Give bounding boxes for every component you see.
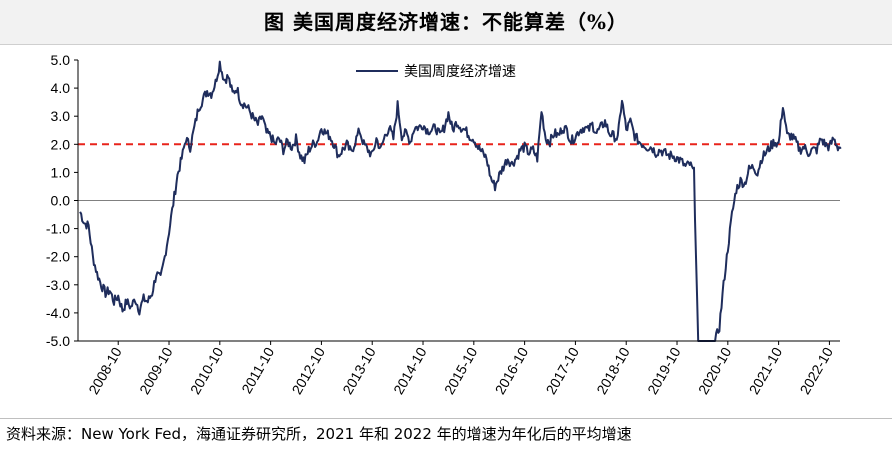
source-note: 资料来源：New York Fed，海通证券研究所，2021 年和 2022 年…	[6, 425, 632, 443]
y-tick-label: -2.0	[46, 249, 70, 265]
series-line	[79, 60, 842, 342]
y-tick-label: -4.0	[46, 305, 70, 321]
y-tick-label: 4.0	[51, 80, 71, 96]
x-tick-label: 2011-10	[238, 344, 277, 396]
x-tick-label: 2015-10	[441, 344, 481, 397]
y-tick-label: 3.0	[51, 108, 71, 124]
x-tick-label: 2014-10	[390, 344, 430, 397]
y-tick-label: -1.0	[46, 221, 70, 237]
x-tick-label: 2012-10	[288, 344, 328, 397]
x-axis: 2008-10 2009-10 2010-10 2011-10 2012-10 2013-…	[78, 340, 840, 397]
series-layer	[79, 60, 842, 342]
y-tick-label: 2.0	[51, 136, 71, 152]
legend-label: 美国周度经济增速	[404, 64, 516, 80]
y-tick-label: -5.0	[46, 333, 70, 349]
x-tick-label: 2016-10	[492, 344, 532, 397]
x-tick-label: 2008-10	[85, 344, 125, 397]
y-axis: 5.0 4.0 3.0 2.0 1.0 0.0 -1.0 -2.0 -3.0 -4.0 -5.0	[46, 52, 79, 349]
x-tick-label: 2020-10	[695, 344, 735, 397]
y-tick-label: -3.0	[46, 277, 70, 293]
chart-title: 图 美国周度经济增速：不能算差（%）	[264, 10, 628, 34]
y-tick-label: 1.0	[51, 164, 71, 180]
legend: 美国周度经济增速	[356, 64, 516, 80]
x-tick-label: 2019-10	[644, 344, 684, 397]
source-divider	[0, 418, 892, 419]
y-tick-label: 5.0	[51, 52, 71, 68]
x-tick-label: 2017-10	[542, 344, 582, 397]
x-tick-label: 2018-10	[593, 344, 633, 397]
line-chart: 5.0 4.0 3.0 2.0 1.0 0.0 -1.0 -2.0 -3.0 -4.0 -5.0 2…	[46, 52, 842, 397]
x-tick-label: 2022-10	[796, 344, 836, 397]
y-tick-label: 0.0	[51, 193, 71, 209]
x-tick-label: 2009-10	[136, 344, 176, 397]
x-tick-label: 2010-10	[187, 344, 227, 397]
x-tick-label: 2021-10	[746, 344, 786, 397]
title-bar	[0, 0, 892, 45]
x-tick-label: 2013-10	[339, 344, 379, 397]
